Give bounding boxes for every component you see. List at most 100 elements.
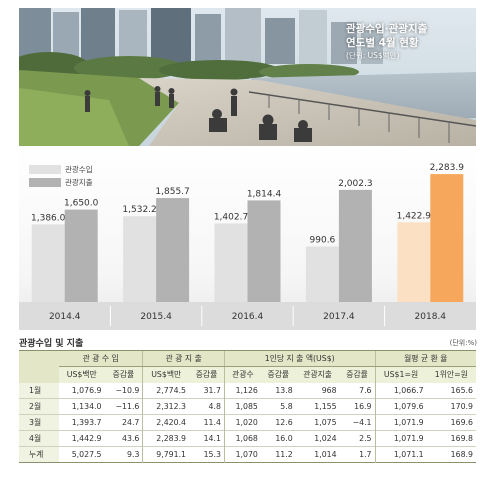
subheader-7: 증감률 <box>339 366 376 383</box>
table-subheader-row: US$백만 증감률 US$백만 증감률 관광수 증감률 관광지출 증감률 US$1=원 1위안=원 <box>19 366 476 383</box>
table-cell: 1.7 <box>359 450 372 459</box>
table-cell: −10.9 <box>115 385 140 395</box>
table-cell: 5,027.5 <box>71 450 102 459</box>
table-cell: 2,420.4 <box>142 414 190 431</box>
table-cell: 11.4 <box>203 418 221 427</box>
bar-expense-2018.4 <box>430 174 464 302</box>
tick-label-2018.4: 2018.4 <box>415 312 447 322</box>
subheader-4: 관광수 <box>223 366 261 383</box>
legend-income-label: 관광수입 <box>65 165 93 174</box>
table-cell: 170.9 <box>450 402 473 411</box>
table-cell: 1,066.7 <box>374 382 427 399</box>
row-label: 2월 <box>19 398 59 415</box>
table-cell: 968 <box>321 385 337 395</box>
group-header-per-capita: 1인당 지 출 액(US$) <box>223 350 376 367</box>
photo-title-line2: 연도별 4월 현황 <box>346 37 419 49</box>
table-title: 관광수입 및 지출 <box>19 339 84 349</box>
group-header-exchange-rate: 월평 균 환 율 <box>374 350 476 367</box>
table-cell: 1,134.0 <box>71 402 102 411</box>
table-cell: 16.9 <box>354 402 372 411</box>
table-cell: 1,079.6 <box>374 398 427 415</box>
subheader-3: 증감률 <box>189 366 225 383</box>
table-cell: 1,126 <box>223 382 261 399</box>
label-expense-2014.4: 1,650.0 <box>64 199 99 209</box>
table-cell: 31.7 <box>203 385 221 395</box>
subheader-9: 1위안=원 <box>426 366 476 383</box>
table-cell: 2,283.9 <box>142 430 190 447</box>
table-cell: 1,068 <box>223 430 261 447</box>
table-cell: 43.6 <box>122 434 140 443</box>
table-row: 누계 5,027.5 9.3 9,791.1 15.3 1,070 11.2 1,014 1.7… <box>19 446 476 463</box>
table-cell: 1,085 <box>223 398 261 415</box>
table-cell: 1,076.9 <box>71 385 102 395</box>
table-cell: 12.6 <box>275 418 293 427</box>
subheader-2: US$백만 <box>142 366 190 383</box>
table-cell: 13.8 <box>275 385 293 395</box>
label-expense-2015.4: 1,855.7 <box>155 187 189 197</box>
bar-income-2017.4 <box>305 246 339 302</box>
bar-income-2018.4 <box>397 222 431 302</box>
bar-chart: 관광수입 관광지출 1,386.0 1,650.0 2014.4 1,532.2 1,8… <box>19 146 476 330</box>
table-cell: 4.8 <box>208 402 221 411</box>
subheader-1: 증감률 <box>104 366 143 383</box>
table-cell: 2,312.3 <box>142 398 190 415</box>
table-cell: 1,071.9 <box>374 414 427 431</box>
table-cell: 9,791.1 <box>142 446 190 463</box>
table-unit: (단위:%) <box>449 339 477 347</box>
category-axis-band <box>19 302 476 330</box>
table-cell: 16.0 <box>275 434 293 443</box>
bar-income-2016.4 <box>214 223 248 302</box>
subheader-6: 관광지출 <box>295 366 340 383</box>
group-header-income: 관 광 수 입 <box>59 350 143 367</box>
row-label: 1월 <box>19 382 59 399</box>
header-photo: 관광수입·관광지출 연도별 4월 현황 (단위: US$백만) <box>19 8 476 146</box>
table-cell: 165.6 <box>450 385 473 395</box>
waterfront-photo <box>19 8 476 146</box>
tourism-table: 관 광 수 입 관 광 지 출 1인당 지 출 액(US$) 월평 균 환 율 … <box>19 350 476 463</box>
legend-income: 관광수입 <box>29 164 93 175</box>
label-income-2016.4: 1,402.7 <box>214 212 248 222</box>
photo-title-unit: (단위: US$백만) <box>346 51 400 60</box>
table-group-header-row: 관 광 수 입 관 광 지 출 1인당 지 출 액(US$) 월평 균 환 율 <box>19 350 476 383</box>
legend-income-swatch <box>29 165 61 174</box>
table-cell: 1,393.7 <box>71 418 102 427</box>
group-header-expense: 관 광 지 출 <box>142 350 225 367</box>
table-cell: 14.1 <box>203 434 221 443</box>
table-cell: 1,071.9 <box>374 430 427 447</box>
table-row: 1월 1,076.9 −10.9 2,774.5 31.7 1,126 13.8 968 7.6… <box>19 382 476 399</box>
label-income-2015.4: 1,532.2 <box>122 205 156 215</box>
table-cell: 2,774.5 <box>142 382 190 399</box>
bar-expense-2017.4 <box>338 189 372 302</box>
table-cell: −11.6 <box>115 402 140 411</box>
bar-chart-plot: 1,386.0 1,650.0 2014.4 1,532.2 1,855.7 2015.4… <box>19 163 476 330</box>
table-row: 3월 1,393.7 24.7 2,420.4 11.4 1,020 12.6 1,075 −4… <box>19 414 476 431</box>
table-cell: 11.2 <box>275 450 293 459</box>
table-cell: 169.8 <box>450 434 473 443</box>
table-cell: −4.1 <box>352 418 372 427</box>
table-cell: 1,442.9 <box>71 434 102 443</box>
row-label: 4월 <box>19 430 59 447</box>
table-body: 1월 1,076.9 −10.9 2,774.5 31.7 1,126 13.8 968 7.6… <box>19 382 476 463</box>
table-corner <box>19 350 59 383</box>
table-cell: 1,014 <box>314 450 337 459</box>
row-label: 3월 <box>19 414 59 431</box>
table-cell: 5.8 <box>280 402 293 411</box>
table-cell: 7.6 <box>359 385 372 395</box>
row-label: 누계 <box>19 446 59 463</box>
bar-expense-2014.4 <box>64 209 98 302</box>
table-cell: 1,070 <box>223 446 261 463</box>
bar-income-2014.4 <box>31 224 65 302</box>
table-cell: 1,024 <box>314 434 337 443</box>
bar-expense-2016.4 <box>247 200 281 302</box>
subheader-8: US$1=원 <box>374 366 427 383</box>
tick-label-2015.4: 2015.4 <box>140 312 172 322</box>
legend-expense-label: 관광지출 <box>65 178 93 187</box>
tick-label-2017.4: 2017.4 <box>323 312 355 322</box>
table-cell: 1,075 <box>314 418 337 427</box>
legend-expense-swatch <box>29 178 61 187</box>
subheader-0: US$백만 <box>59 366 105 383</box>
table-cell: 15.3 <box>203 450 221 459</box>
label-expense-2018.4: 2,283.9 <box>430 163 465 173</box>
table-cell: 1,155 <box>314 402 337 411</box>
legend-expense: 관광지출 <box>29 177 93 188</box>
